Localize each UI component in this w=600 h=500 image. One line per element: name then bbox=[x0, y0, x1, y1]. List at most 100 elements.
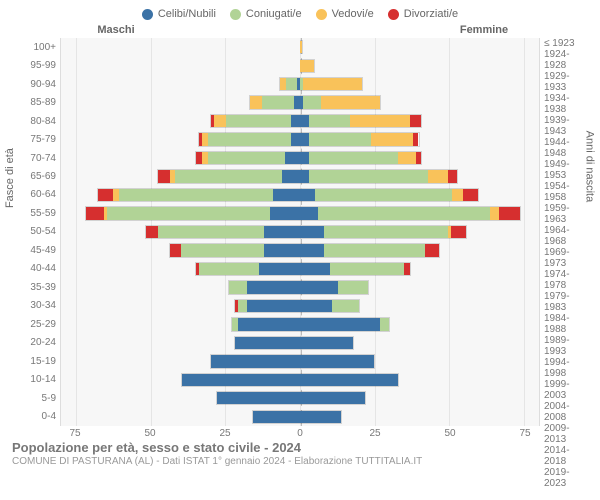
bar-row bbox=[61, 149, 539, 167]
bar bbox=[195, 151, 300, 165]
bar bbox=[300, 77, 363, 91]
female-half bbox=[300, 408, 539, 426]
segment-d bbox=[170, 244, 182, 256]
bar-row bbox=[61, 204, 539, 222]
legend-dot bbox=[142, 9, 153, 20]
segment-v bbox=[398, 152, 416, 164]
age-label: 60-64 bbox=[12, 186, 60, 204]
bar-row bbox=[61, 186, 539, 204]
segment-c bbox=[182, 374, 301, 386]
birth-year-label: 2019-2023 bbox=[540, 467, 588, 489]
segment-v bbox=[214, 115, 226, 127]
segment-c bbox=[300, 374, 398, 386]
bar bbox=[300, 336, 354, 350]
female-half bbox=[300, 315, 539, 333]
segment-v bbox=[452, 189, 464, 201]
bar bbox=[249, 95, 300, 109]
segment-c bbox=[235, 337, 300, 349]
segment-v bbox=[490, 207, 499, 219]
segment-g bbox=[309, 133, 371, 145]
age-label: 5-9 bbox=[12, 389, 60, 407]
segment-g bbox=[286, 78, 297, 90]
segment-g bbox=[338, 281, 367, 293]
segment-g bbox=[309, 170, 428, 182]
segment-d bbox=[451, 226, 466, 238]
segment-d bbox=[425, 244, 440, 256]
bar-row bbox=[61, 38, 539, 56]
segment-c bbox=[264, 226, 300, 238]
segment-g bbox=[324, 244, 425, 256]
bar bbox=[228, 280, 300, 294]
bar bbox=[234, 336, 300, 350]
birth-year-label: 1949-1953 bbox=[540, 159, 588, 181]
segment-g bbox=[119, 189, 274, 201]
segment-c bbox=[273, 189, 300, 201]
segment-g bbox=[330, 263, 404, 275]
age-label: 20-24 bbox=[12, 334, 60, 352]
female-half bbox=[300, 130, 539, 148]
chart-area: Fasce di età 100+95-9990-9485-8980-8475-… bbox=[12, 38, 588, 426]
bar bbox=[300, 40, 303, 54]
x-tick: 75 bbox=[519, 428, 530, 439]
age-label: 0-4 bbox=[12, 407, 60, 425]
birth-year-label: 2009-2013 bbox=[540, 423, 588, 445]
y-axis-label-right: Anni di nascita bbox=[584, 131, 596, 203]
bar bbox=[210, 354, 300, 368]
bar-row bbox=[61, 297, 539, 315]
male-half bbox=[61, 408, 300, 426]
bar bbox=[234, 299, 300, 313]
segment-d bbox=[413, 133, 419, 145]
male-half bbox=[61, 93, 300, 111]
female-half bbox=[300, 204, 539, 222]
bar bbox=[157, 169, 300, 183]
bar bbox=[300, 391, 366, 405]
female-half bbox=[300, 38, 539, 56]
segment-c bbox=[238, 318, 300, 330]
column-headers: Maschi Femmine bbox=[12, 24, 588, 36]
segment-g bbox=[107, 207, 271, 219]
male-half bbox=[61, 241, 300, 259]
segment-c bbox=[247, 281, 300, 293]
segment-g bbox=[303, 96, 321, 108]
segment-d bbox=[410, 115, 422, 127]
bar bbox=[300, 354, 375, 368]
age-label: 100+ bbox=[12, 38, 60, 56]
bar-row bbox=[61, 315, 539, 333]
segment-g bbox=[332, 300, 358, 312]
male-half bbox=[61, 130, 300, 148]
segment-d bbox=[416, 152, 422, 164]
segment-g bbox=[229, 281, 247, 293]
bar bbox=[181, 373, 301, 387]
segment-g bbox=[262, 96, 294, 108]
bar-row bbox=[61, 334, 539, 352]
birth-year-label: 2014-2018 bbox=[540, 445, 588, 467]
female-half bbox=[300, 371, 539, 389]
bar-row bbox=[61, 241, 539, 259]
age-label: 80-84 bbox=[12, 112, 60, 130]
segment-v bbox=[303, 78, 362, 90]
age-label: 75-79 bbox=[12, 130, 60, 148]
segment-c bbox=[247, 300, 300, 312]
segment-g bbox=[315, 189, 452, 201]
male-half bbox=[61, 371, 300, 389]
bar bbox=[85, 206, 300, 220]
legend-label: Vedovi/e bbox=[332, 8, 374, 20]
female-half bbox=[300, 260, 539, 278]
segment-c bbox=[291, 115, 300, 127]
male-half bbox=[61, 56, 300, 74]
chart-container: Celibi/NubiliConiugati/eVedovi/eDivorzia… bbox=[0, 0, 600, 500]
segment-g bbox=[199, 263, 258, 275]
birth-year-label: ≤ 1923 bbox=[540, 38, 588, 49]
segment-g bbox=[380, 318, 389, 330]
x-tick: 50 bbox=[444, 428, 455, 439]
bar bbox=[279, 77, 300, 91]
legend-label: Coniugati/e bbox=[246, 8, 302, 20]
x-tick: 25 bbox=[369, 428, 380, 439]
birth-year-label: 1979-1983 bbox=[540, 291, 588, 313]
segment-c bbox=[300, 226, 324, 238]
age-label: 10-14 bbox=[12, 370, 60, 388]
legend-item: Vedovi/e bbox=[316, 8, 374, 20]
segment-g bbox=[309, 115, 350, 127]
bar-row bbox=[61, 75, 539, 93]
birth-year-label: 1964-1968 bbox=[540, 225, 588, 247]
